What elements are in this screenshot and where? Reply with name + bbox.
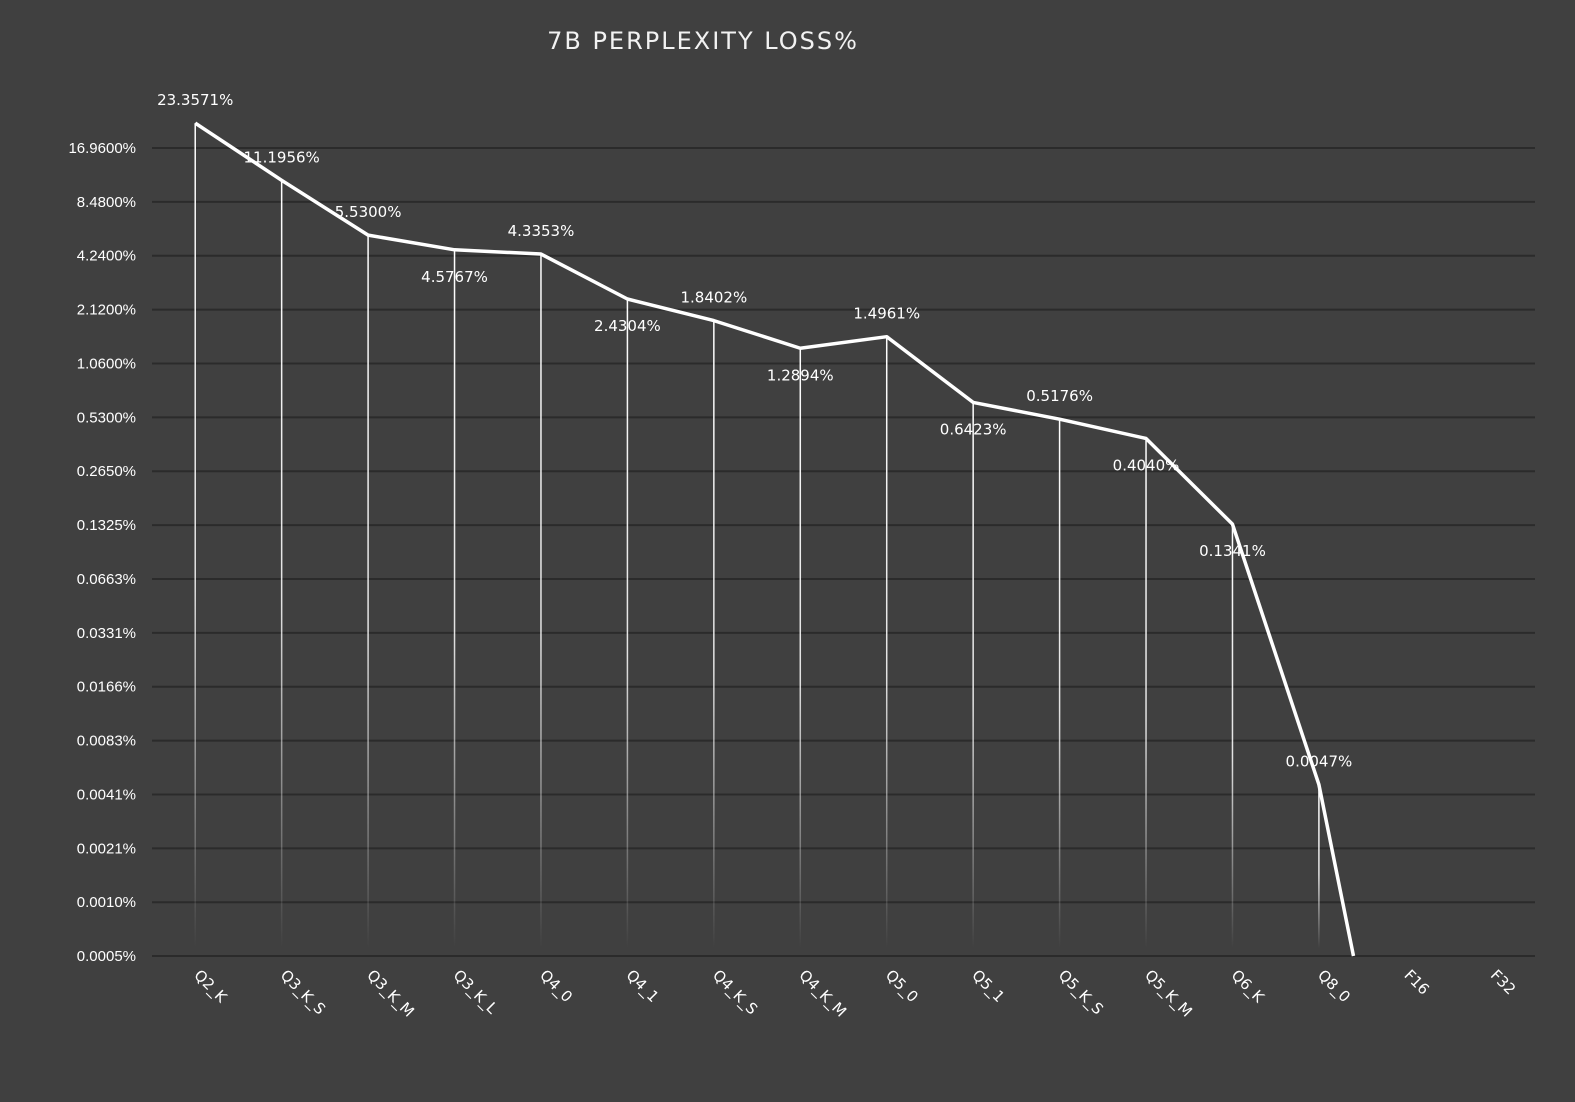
- y-tick-label: 0.5300%: [77, 409, 136, 426]
- data-label: 11.1956%: [244, 148, 320, 166]
- y-tick-label: 16.9600%: [68, 140, 136, 157]
- y-tick-label: 0.0663%: [77, 571, 136, 588]
- data-label: 4.5767%: [421, 268, 488, 286]
- y-tick-label: 0.0166%: [77, 679, 136, 696]
- y-tick-label: 8.4800%: [77, 194, 136, 211]
- y-tick-label: 1.0600%: [77, 355, 136, 372]
- data-label: 5.5300%: [335, 203, 402, 221]
- drop-line: [367, 235, 369, 948]
- data-label: 0.4040%: [1113, 456, 1180, 474]
- drop-line: [972, 402, 974, 948]
- data-label: 1.2894%: [767, 366, 834, 384]
- drop-line: [1058, 419, 1061, 948]
- drop-line: [194, 123, 196, 948]
- drop-line: [799, 348, 802, 949]
- drop-line: [1318, 784, 1320, 948]
- chart-title: 7B PERPLEXITY LOSS%: [547, 27, 859, 55]
- data-label: 0.5176%: [1026, 387, 1093, 405]
- data-label: 4.3353%: [508, 222, 575, 240]
- data-labels: 23.3571% 11.1956% 5.5300% 4.5767% 4.3353% 2.4…: [157, 91, 1352, 770]
- drop-line: [626, 298, 629, 948]
- drop-lines: [194, 123, 1320, 949]
- series-line: [194, 121, 1356, 957]
- data-label: 1.4961%: [853, 305, 920, 323]
- y-tick-label: 0.1325%: [77, 517, 136, 534]
- series: [194, 121, 1356, 957]
- drop-line: [453, 249, 456, 948]
- data-label: 0.1341%: [1199, 542, 1266, 560]
- y-tick-label: 0.0010%: [77, 894, 136, 911]
- drop-line: [713, 320, 715, 949]
- gridlines: [152, 147, 1535, 957]
- data-label: 1.8402%: [680, 289, 747, 307]
- drop-line: [280, 180, 283, 948]
- y-tick-label: 0.0331%: [77, 625, 136, 642]
- drop-line: [1145, 438, 1147, 948]
- y-tick-label: 0.2650%: [77, 463, 136, 480]
- data-label: 0.6423%: [940, 420, 1007, 438]
- y-tick-label: 0.0041%: [77, 786, 136, 803]
- y-axis-ticks: 0.0005% 0.0010% 0.0021% 0.0041% 0.0083% 0.016…: [68, 140, 136, 965]
- drop-line: [1231, 524, 1234, 948]
- drop-line: [540, 254, 542, 948]
- y-tick-label: 0.0021%: [77, 840, 136, 857]
- y-tick-label: 0.0005%: [77, 948, 136, 965]
- data-label: 23.3571%: [157, 91, 233, 109]
- data-label: 2.4304%: [594, 317, 661, 335]
- data-label: 0.0047%: [1286, 753, 1353, 771]
- y-tick-label: 0.0083%: [77, 733, 136, 750]
- y-tick-label: 4.2400%: [77, 248, 136, 265]
- y-tick-label: 2.1200%: [77, 302, 136, 319]
- drop-line: [885, 336, 888, 949]
